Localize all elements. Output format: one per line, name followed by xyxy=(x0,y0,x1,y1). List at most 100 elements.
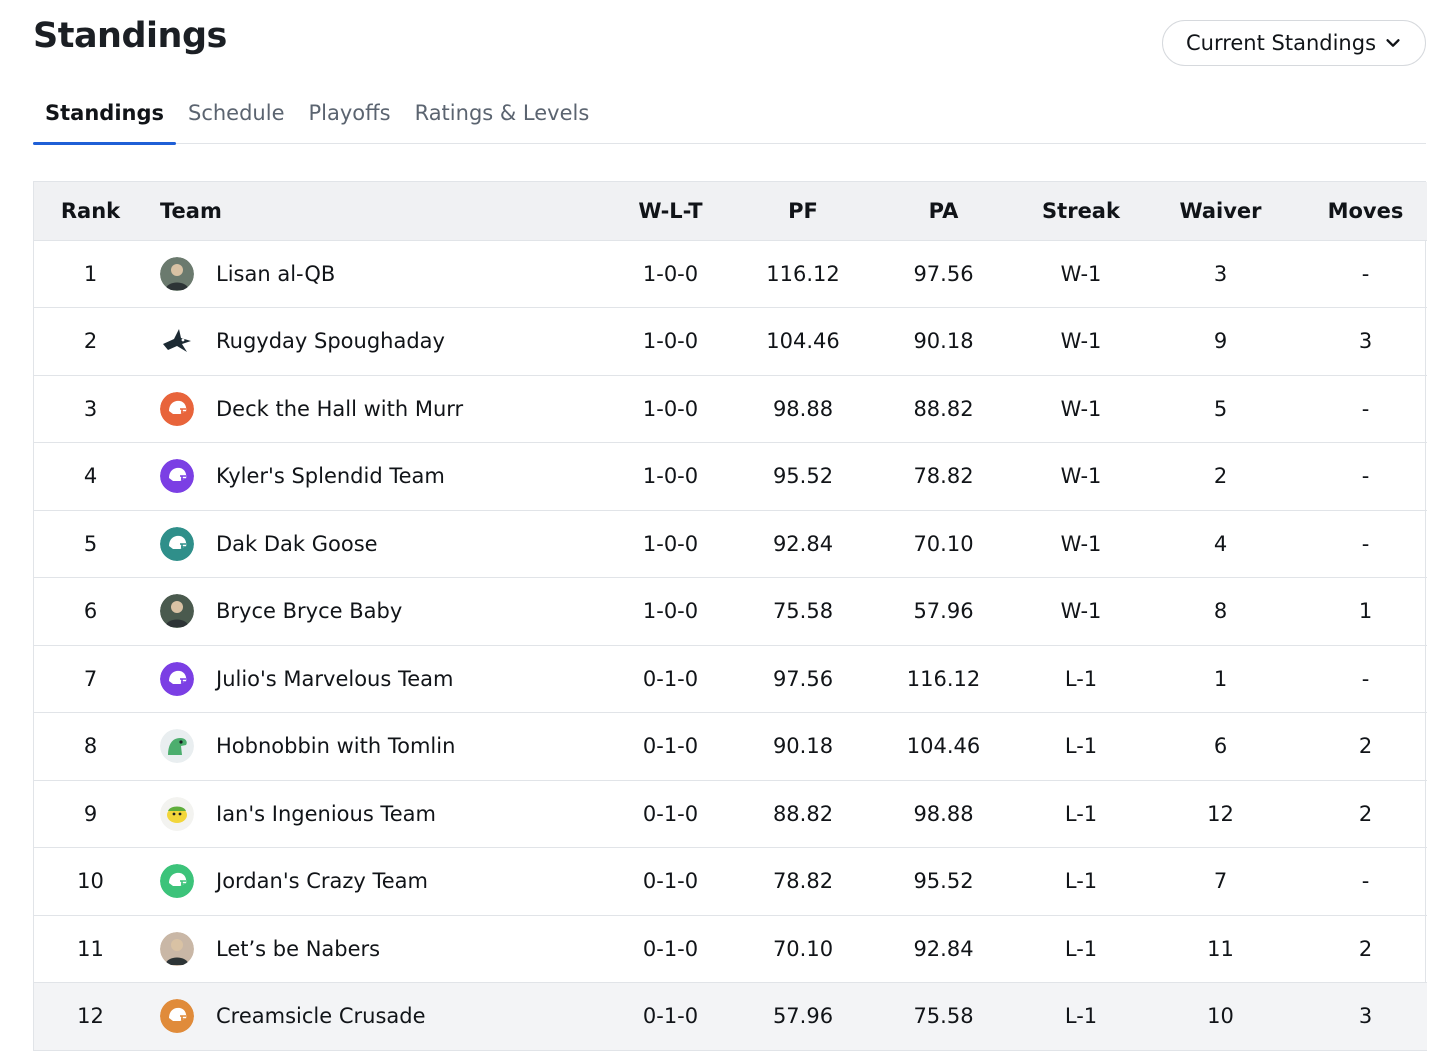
team-name: Bryce Bryce Baby xyxy=(216,599,403,624)
team-link[interactable]: Rugyday Spoughaday xyxy=(160,324,597,359)
table-row: 8 Hobnobbin with Tomlin 0-1-0 90.18 104.46 L-… xyxy=(34,712,1427,781)
table-row: 10 Jordan's Crazy Team 0-1-0 78.82 95.52 L-1 7… xyxy=(34,847,1427,916)
tab-standings[interactable]: Standings xyxy=(33,92,176,145)
waiver-cell: 10 xyxy=(1207,1004,1234,1029)
pf-cell: 90.18 xyxy=(772,734,834,759)
pf-cell: 78.82 xyxy=(772,869,834,894)
streak-cell: W-1 xyxy=(1060,261,1102,286)
pf-cell: 104.46 xyxy=(766,329,840,354)
streak-cell: L-1 xyxy=(1064,1004,1098,1029)
header-streak[interactable]: Streak xyxy=(1042,198,1120,223)
waiver-cell: 8 xyxy=(1213,599,1228,624)
wlt-cell: 1-0-0 xyxy=(642,599,699,624)
team-cell: Let’s be Nabers xyxy=(147,915,597,983)
team-cell: Julio's Marvelous Team xyxy=(147,645,597,713)
team-name: Let’s be Nabers xyxy=(216,936,381,961)
streak-cell: W-1 xyxy=(1060,464,1102,489)
tab-schedule[interactable]: Schedule xyxy=(188,101,285,125)
team-name: Deck the Hall with Murr xyxy=(216,396,464,421)
rank-cell: 11 xyxy=(77,936,104,961)
pa-cell: 78.82 xyxy=(913,464,974,489)
rank-cell: 8 xyxy=(83,734,98,759)
moves-cell: 1 xyxy=(1358,599,1373,624)
wlt-cell: 0-1-0 xyxy=(642,666,699,691)
team-link[interactable]: Jordan's Crazy Team xyxy=(160,864,597,899)
header-rank[interactable]: Rank xyxy=(60,198,121,223)
pa-cell: 104.46 xyxy=(906,734,981,759)
team-link[interactable]: Ian's Ingenious Team xyxy=(160,796,597,831)
streak-cell: W-1 xyxy=(1060,396,1102,421)
team-link[interactable]: Lisan al-QB xyxy=(160,256,597,291)
streak-cell: L-1 xyxy=(1064,801,1098,826)
waiver-cell: 12 xyxy=(1207,801,1234,826)
streak-cell: L-1 xyxy=(1064,936,1098,961)
waiver-cell: 5 xyxy=(1213,396,1228,421)
moves-cell: 2 xyxy=(1358,936,1373,961)
team-link[interactable]: Bryce Bryce Baby xyxy=(160,594,597,629)
moves-cell: 3 xyxy=(1358,329,1373,354)
header-waiver[interactable]: Waiver xyxy=(1179,198,1262,223)
wlt-cell: 1-0-0 xyxy=(642,396,699,421)
pf-cell: 98.88 xyxy=(772,396,834,421)
standings-view-dropdown[interactable]: Current Standings xyxy=(1162,20,1426,66)
streak-cell: W-1 xyxy=(1060,599,1102,624)
wlt-cell: 0-1-0 xyxy=(642,734,699,759)
tab-ratings-levels[interactable]: Ratings & Levels xyxy=(414,101,590,125)
team-cell: Bryce Bryce Baby xyxy=(147,578,597,646)
waiver-cell: 1 xyxy=(1213,666,1228,691)
team-link[interactable]: Dak Dak Goose xyxy=(160,526,597,561)
cartoon-face-icon xyxy=(160,796,194,831)
rank-cell: 2 xyxy=(83,329,98,354)
wlt-cell: 1-0-0 xyxy=(642,261,699,286)
pf-cell: 116.12 xyxy=(766,261,840,286)
tab-playoffs[interactable]: Playoffs xyxy=(308,101,391,125)
waiver-cell: 11 xyxy=(1207,936,1234,961)
pa-cell: 75.58 xyxy=(913,1004,974,1029)
header-pf[interactable]: PF xyxy=(788,198,818,223)
helmet-icon xyxy=(160,661,194,696)
header-pa[interactable]: PA xyxy=(928,198,959,223)
team-link[interactable]: Creamsicle Crusade xyxy=(160,999,597,1034)
pa-cell: 70.10 xyxy=(913,531,974,556)
table-row: 7 Julio's Marvelous Team 0-1-0 97.56 116.12 L… xyxy=(34,645,1427,713)
pa-cell: 92.84 xyxy=(913,936,974,961)
moves-cell: - xyxy=(1361,261,1370,286)
rank-cell: 7 xyxy=(83,666,98,691)
helmet-icon xyxy=(160,999,194,1034)
moves-cell: - xyxy=(1361,869,1370,894)
team-link[interactable]: Let’s be Nabers xyxy=(160,931,597,966)
photo-avatar-icon xyxy=(160,594,194,629)
header-wlt[interactable]: W-L-T xyxy=(638,198,703,223)
team-cell: Kyler's Splendid Team xyxy=(147,443,597,511)
table-row: 11 Let’s be Nabers 0-1-0 70.10 92.84 L-1 11 2 xyxy=(34,915,1427,983)
waiver-cell: 7 xyxy=(1213,869,1228,894)
table-row: 1 Lisan al-QB 1-0-0 116.12 97.56 W-1 3 - xyxy=(34,240,1427,308)
streak-cell: W-1 xyxy=(1060,329,1102,354)
header-moves[interactable]: Moves xyxy=(1327,198,1404,223)
moves-cell: - xyxy=(1361,464,1370,489)
rank-cell: 9 xyxy=(83,801,98,826)
rank-cell: 3 xyxy=(83,396,98,421)
pa-cell: 90.18 xyxy=(913,329,974,354)
wlt-cell: 0-1-0 xyxy=(642,936,699,961)
waiver-cell: 3 xyxy=(1213,261,1228,286)
team-link[interactable]: Hobnobbin with Tomlin xyxy=(160,729,597,764)
wlt-cell: 1-0-0 xyxy=(642,464,699,489)
pa-cell: 116.12 xyxy=(906,666,981,691)
pf-cell: 70.10 xyxy=(772,936,834,961)
table-row: 6 Bryce Bryce Baby 1-0-0 75.58 57.96 W-1 8 1 xyxy=(34,577,1427,646)
moves-cell: - xyxy=(1361,666,1370,691)
team-name: Dak Dak Goose xyxy=(216,531,378,556)
pf-cell: 92.84 xyxy=(772,531,834,556)
team-link[interactable]: Kyler's Splendid Team xyxy=(160,459,597,494)
rank-cell: 10 xyxy=(77,869,104,894)
waiver-cell: 9 xyxy=(1213,329,1228,354)
wlt-cell: 0-1-0 xyxy=(642,869,699,894)
team-link[interactable]: Deck the Hall with Murr xyxy=(160,391,597,426)
header-team[interactable]: Team xyxy=(160,198,222,223)
team-name: Lisan al-QB xyxy=(216,261,336,286)
pf-cell: 97.56 xyxy=(772,666,834,691)
table-header-row: Rank Team W-L-T PF PA Streak Waiver Move… xyxy=(34,182,1427,240)
team-link[interactable]: Julio's Marvelous Team xyxy=(160,661,597,696)
dropdown-selected-value: Current Standings xyxy=(1185,31,1377,55)
